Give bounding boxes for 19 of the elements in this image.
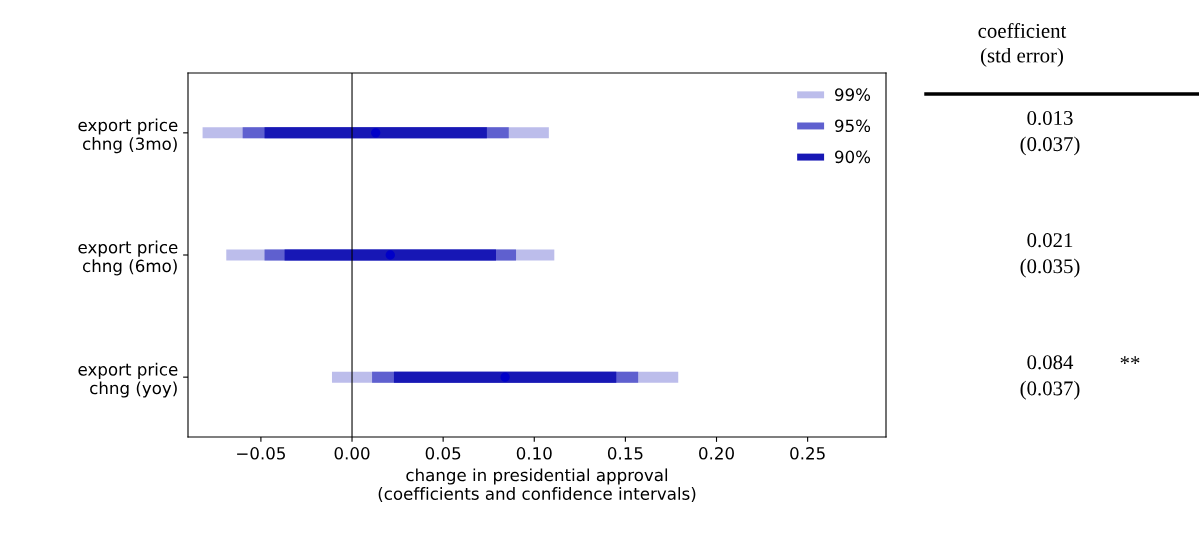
x-tick-label: 0.15 (607, 447, 643, 460)
x-tick-label: 0.05 (425, 447, 461, 460)
y-tick-label: export price chng (3mo) (78, 118, 178, 154)
x-tick-label: 0.20 (699, 447, 734, 460)
x-tick-label: 0.00 (334, 447, 370, 460)
legend-label: 90% (835, 150, 871, 164)
x-tick-label: 0.25 (790, 447, 825, 460)
x-tick-label: −0.05 (237, 447, 285, 460)
data-label: 0.021 (0.035) (1020, 233, 1080, 278)
text: ** (1120, 356, 1140, 364)
data-label: 0.013 (0.037) (1020, 110, 1080, 156)
x-axis-title: change in presidential approval (coefficients and confidence intervals) (378, 468, 696, 502)
data-label: 0.084 (0.037) (1020, 355, 1080, 400)
y-tick-label: export price chng (yoy) (78, 362, 178, 398)
text: coefficient (std error) (978, 23, 1067, 67)
y-tick-label: export price chng (6mo) (78, 240, 178, 276)
legend-label: 99% (835, 88, 871, 101)
x-tick-label: 0.10 (516, 447, 552, 460)
legend-label: 95% (835, 119, 871, 133)
